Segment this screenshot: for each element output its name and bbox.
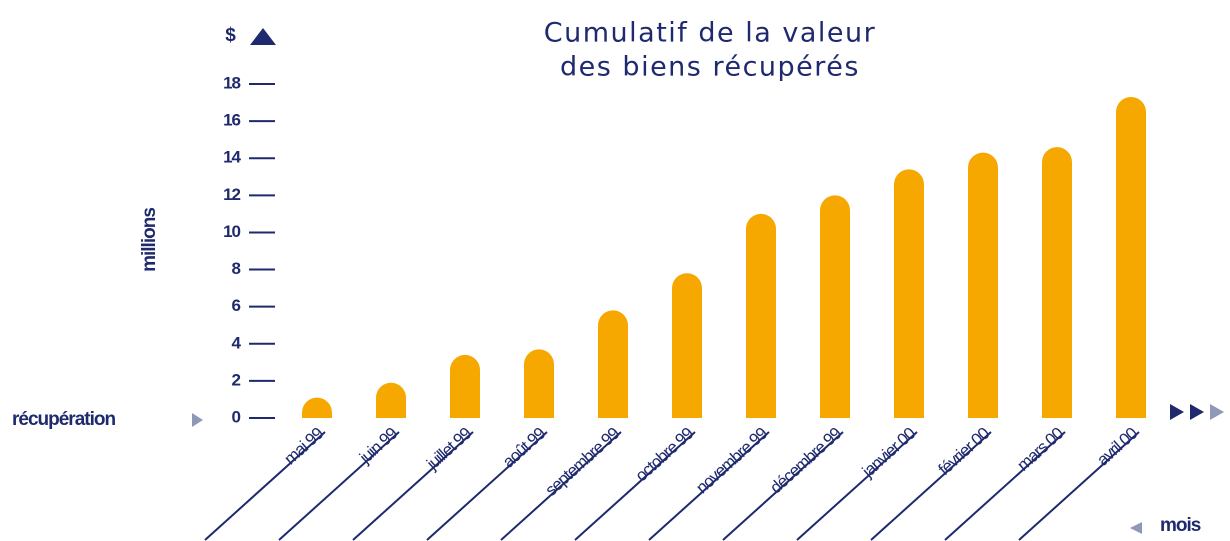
next-arrow bbox=[1210, 404, 1224, 420]
x-tick-label: juin 99 bbox=[355, 424, 401, 468]
x-tick-label: juillet 99 bbox=[422, 424, 475, 474]
bar bbox=[894, 169, 924, 418]
y-tick-label: 16 bbox=[223, 111, 240, 130]
category-underline bbox=[500, 431, 622, 541]
y-tick-label: 6 bbox=[232, 296, 241, 315]
bar bbox=[450, 354, 480, 418]
y-tick-label: 10 bbox=[223, 222, 240, 241]
chart-title-line: des biens récupérés bbox=[560, 52, 860, 83]
x-tick-label: octobre 99 bbox=[632, 424, 697, 486]
next-arrow bbox=[1190, 404, 1204, 420]
y-tick-label: 12 bbox=[223, 185, 240, 204]
x-axis-label: mois bbox=[1160, 515, 1201, 536]
bar bbox=[1116, 96, 1146, 419]
category-underline bbox=[648, 431, 770, 541]
x-tick-label: février 00 bbox=[935, 424, 993, 479]
bar bbox=[524, 349, 554, 418]
category-underline bbox=[944, 431, 1066, 541]
back-arrow bbox=[1130, 522, 1142, 534]
bar bbox=[1042, 147, 1072, 418]
bar bbox=[746, 213, 776, 418]
bar bbox=[820, 195, 850, 418]
y-tick-label: 0 bbox=[232, 407, 241, 426]
y-tick-label: 18 bbox=[223, 73, 240, 92]
category-underline bbox=[426, 431, 548, 541]
y-axis-label: millions bbox=[139, 208, 160, 272]
up-arrow bbox=[250, 28, 276, 45]
category-underline bbox=[870, 431, 992, 541]
x-tick-label: novembre 99 bbox=[692, 424, 771, 498]
category-underline bbox=[722, 431, 844, 541]
y-tick-label: 14 bbox=[223, 148, 241, 167]
bar bbox=[672, 273, 702, 418]
x-tick-label: mars 00 bbox=[1014, 424, 1068, 475]
bar bbox=[598, 310, 628, 418]
category-underline bbox=[574, 431, 696, 541]
category-underline bbox=[278, 431, 400, 541]
bar bbox=[376, 382, 406, 418]
category-underline bbox=[352, 431, 474, 541]
baseline-arrow bbox=[192, 413, 203, 427]
bar bbox=[302, 397, 332, 418]
x-tick-label: août 99 bbox=[499, 424, 549, 472]
x-tick-label: mai 99 bbox=[280, 424, 327, 469]
x-tick-label: janvier 00 bbox=[858, 424, 919, 482]
x-tick-label: avril 00 bbox=[1093, 424, 1141, 470]
y-tick-label: 4 bbox=[232, 333, 242, 352]
category-underline bbox=[796, 431, 918, 541]
next-arrow bbox=[1170, 404, 1184, 420]
y-tick-label: 2 bbox=[232, 370, 241, 389]
y-tick-label: 8 bbox=[232, 259, 241, 278]
baseline-label: récupération bbox=[12, 409, 115, 430]
category-underline bbox=[204, 431, 326, 541]
bar bbox=[968, 152, 999, 418]
category-underline bbox=[1018, 431, 1140, 541]
x-tick-label: septembre 99 bbox=[542, 424, 623, 500]
x-tick-label: décembre 99 bbox=[766, 424, 845, 498]
unit-label: $ bbox=[225, 25, 236, 46]
chart-title-line: Cumulatif de la valeur bbox=[544, 18, 876, 49]
